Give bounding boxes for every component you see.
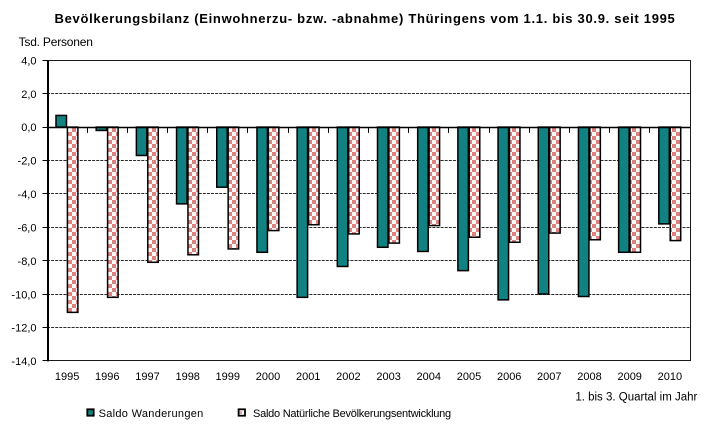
- svg-text:Saldo Wanderungen: Saldo Wanderungen: [99, 408, 204, 420]
- svg-text:-10,0: -10,0: [11, 289, 36, 301]
- svg-text:-8,0: -8,0: [18, 256, 37, 268]
- svg-text:2009: 2009: [617, 371, 641, 383]
- svg-text:1997: 1997: [135, 371, 159, 383]
- svg-text:-12,0: -12,0: [11, 323, 36, 335]
- svg-text:1999: 1999: [216, 371, 240, 383]
- svg-text:1995: 1995: [55, 371, 79, 383]
- svg-text:Tsd. Personen: Tsd. Personen: [19, 35, 93, 49]
- svg-text:2005: 2005: [457, 371, 481, 383]
- svg-text:2000: 2000: [256, 371, 280, 383]
- svg-text:2008: 2008: [577, 371, 601, 383]
- svg-text:2003: 2003: [376, 371, 400, 383]
- svg-text:2007: 2007: [537, 371, 561, 383]
- svg-text:1. bis 3. Quartal im Jahr: 1. bis 3. Quartal im Jahr: [575, 392, 697, 404]
- svg-text:-6,0: -6,0: [18, 223, 37, 235]
- svg-text:2002: 2002: [336, 371, 360, 383]
- svg-text:-2,0: -2,0: [18, 156, 37, 168]
- svg-text:1996: 1996: [95, 371, 119, 383]
- svg-text:Bevölkerungsbilanz (Einwohnerz: Bevölkerungsbilanz (Einwohnerzu- bzw. -a…: [55, 11, 676, 26]
- svg-text:0,0: 0,0: [21, 122, 36, 134]
- svg-text:2001: 2001: [296, 371, 320, 383]
- svg-text:2006: 2006: [497, 371, 521, 383]
- svg-text:4,0: 4,0: [21, 55, 36, 67]
- svg-text:1998: 1998: [175, 371, 199, 383]
- svg-text:Saldo Natürliche Bevölkerungse: Saldo Natürliche Bevölkerungsentwicklung: [253, 408, 451, 420]
- svg-text:2004: 2004: [417, 371, 441, 383]
- svg-text:2,0: 2,0: [21, 89, 36, 101]
- svg-text:2010: 2010: [658, 371, 682, 383]
- svg-text:-4,0: -4,0: [18, 189, 37, 201]
- svg-text:-14,0: -14,0: [11, 356, 36, 368]
